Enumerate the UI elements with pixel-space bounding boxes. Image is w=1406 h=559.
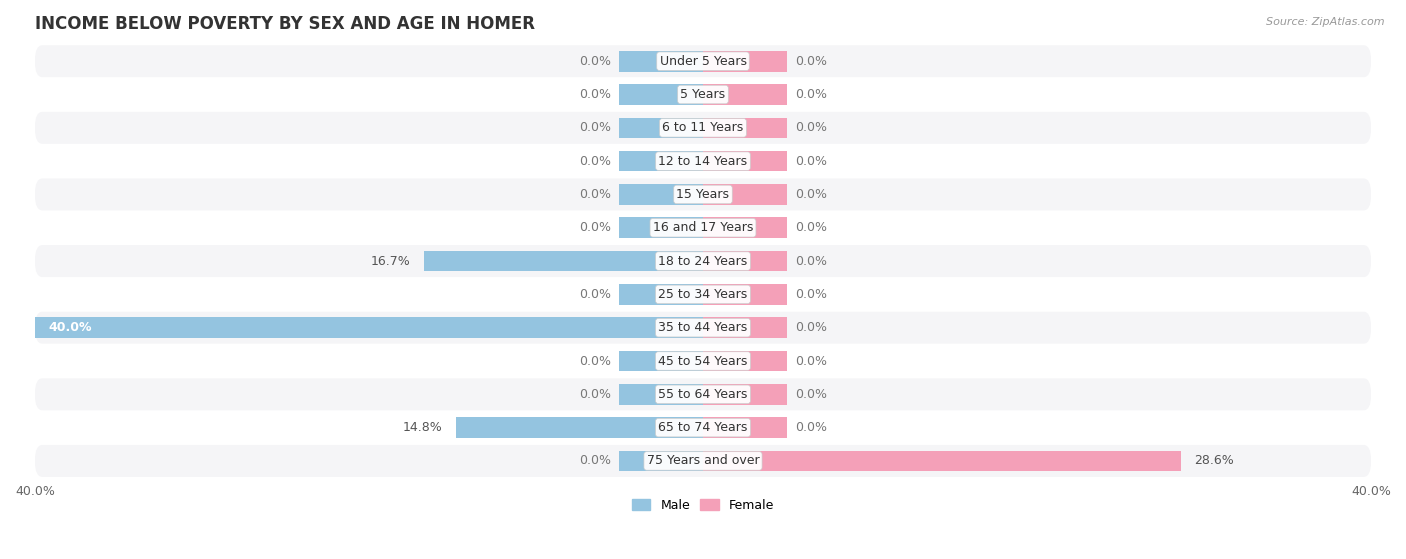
Text: 0.0%: 0.0% xyxy=(794,88,827,101)
Bar xyxy=(456,418,703,438)
Text: 6 to 11 Years: 6 to 11 Years xyxy=(662,121,744,134)
FancyBboxPatch shape xyxy=(35,178,1371,210)
Bar xyxy=(703,84,786,105)
FancyBboxPatch shape xyxy=(35,445,1371,477)
Bar xyxy=(620,451,703,471)
Text: Source: ZipAtlas.com: Source: ZipAtlas.com xyxy=(1267,17,1385,27)
FancyBboxPatch shape xyxy=(35,45,1371,77)
Text: 0.0%: 0.0% xyxy=(794,188,827,201)
Text: 0.0%: 0.0% xyxy=(794,288,827,301)
Text: 15 Years: 15 Years xyxy=(676,188,730,201)
Text: 12 to 14 Years: 12 to 14 Years xyxy=(658,155,748,168)
Text: 40.0%: 40.0% xyxy=(48,321,91,334)
Text: 45 to 54 Years: 45 to 54 Years xyxy=(658,354,748,367)
FancyBboxPatch shape xyxy=(35,78,1371,111)
FancyBboxPatch shape xyxy=(35,245,1371,277)
Text: 35 to 44 Years: 35 to 44 Years xyxy=(658,321,748,334)
Bar xyxy=(703,284,786,305)
FancyBboxPatch shape xyxy=(35,112,1371,144)
FancyBboxPatch shape xyxy=(35,145,1371,177)
Text: 5 Years: 5 Years xyxy=(681,88,725,101)
Bar xyxy=(620,184,703,205)
FancyBboxPatch shape xyxy=(35,411,1371,444)
Bar xyxy=(703,318,786,338)
Text: 0.0%: 0.0% xyxy=(579,55,612,68)
Text: 0.0%: 0.0% xyxy=(579,188,612,201)
Text: 65 to 74 Years: 65 to 74 Years xyxy=(658,421,748,434)
Bar xyxy=(620,284,703,305)
Text: 25 to 34 Years: 25 to 34 Years xyxy=(658,288,748,301)
FancyBboxPatch shape xyxy=(35,278,1371,310)
Text: 28.6%: 28.6% xyxy=(1194,454,1234,467)
Text: 16 and 17 Years: 16 and 17 Years xyxy=(652,221,754,234)
Bar xyxy=(703,251,786,272)
Text: 0.0%: 0.0% xyxy=(579,288,612,301)
Bar xyxy=(703,117,786,138)
Text: 0.0%: 0.0% xyxy=(579,121,612,134)
Text: 0.0%: 0.0% xyxy=(794,254,827,268)
Bar xyxy=(425,251,703,272)
Legend: Male, Female: Male, Female xyxy=(627,494,779,517)
Text: 0.0%: 0.0% xyxy=(579,354,612,367)
Bar xyxy=(620,84,703,105)
Text: 0.0%: 0.0% xyxy=(794,221,827,234)
Text: 0.0%: 0.0% xyxy=(794,155,827,168)
Bar xyxy=(620,217,703,238)
Bar xyxy=(703,151,786,172)
Text: 0.0%: 0.0% xyxy=(579,388,612,401)
Bar xyxy=(703,451,1181,471)
Bar xyxy=(620,350,703,371)
Bar xyxy=(703,418,786,438)
FancyBboxPatch shape xyxy=(35,312,1371,344)
Bar xyxy=(620,151,703,172)
Text: 0.0%: 0.0% xyxy=(579,221,612,234)
Bar xyxy=(35,318,703,338)
Bar xyxy=(703,217,786,238)
Bar xyxy=(620,51,703,72)
Bar xyxy=(703,350,786,371)
Text: 0.0%: 0.0% xyxy=(794,388,827,401)
Text: 14.8%: 14.8% xyxy=(402,421,443,434)
FancyBboxPatch shape xyxy=(35,345,1371,377)
Text: 55 to 64 Years: 55 to 64 Years xyxy=(658,388,748,401)
Bar xyxy=(620,117,703,138)
Text: 0.0%: 0.0% xyxy=(579,454,612,467)
Text: Under 5 Years: Under 5 Years xyxy=(659,55,747,68)
Text: 0.0%: 0.0% xyxy=(794,354,827,367)
Bar xyxy=(620,384,703,405)
FancyBboxPatch shape xyxy=(35,212,1371,244)
Text: 0.0%: 0.0% xyxy=(794,321,827,334)
FancyBboxPatch shape xyxy=(35,378,1371,410)
Text: 18 to 24 Years: 18 to 24 Years xyxy=(658,254,748,268)
Text: 0.0%: 0.0% xyxy=(794,421,827,434)
Text: 75 Years and over: 75 Years and over xyxy=(647,454,759,467)
Bar xyxy=(703,384,786,405)
Text: 0.0%: 0.0% xyxy=(794,55,827,68)
Text: 0.0%: 0.0% xyxy=(794,121,827,134)
Text: 16.7%: 16.7% xyxy=(371,254,411,268)
Text: 0.0%: 0.0% xyxy=(579,88,612,101)
Bar xyxy=(703,51,786,72)
Bar xyxy=(703,184,786,205)
Text: INCOME BELOW POVERTY BY SEX AND AGE IN HOMER: INCOME BELOW POVERTY BY SEX AND AGE IN H… xyxy=(35,15,534,33)
Text: 0.0%: 0.0% xyxy=(579,155,612,168)
